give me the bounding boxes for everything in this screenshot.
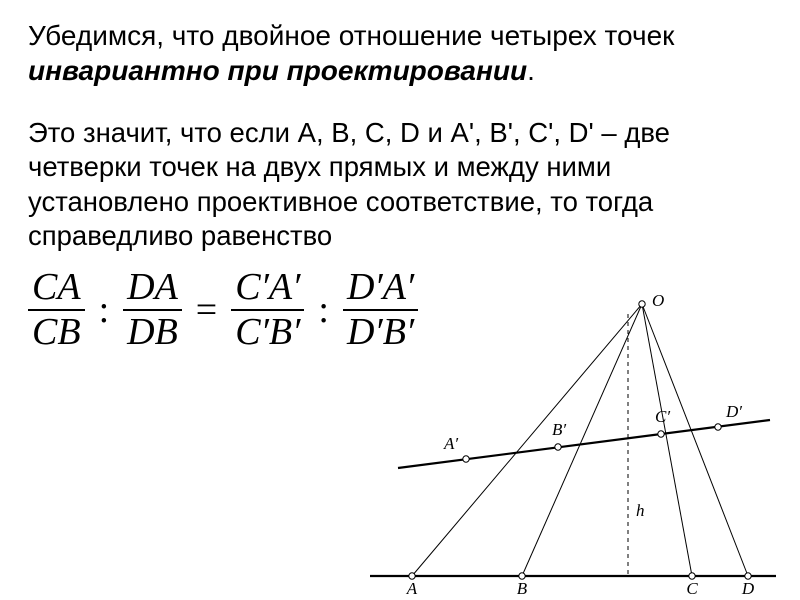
frac2-den: DB (123, 313, 182, 353)
svg-text:B: B (517, 579, 528, 596)
paragraph-1: Убедимся, что двойное отношение четырех … (28, 18, 772, 88)
equals-op: = (194, 288, 219, 332)
svg-text:C: C (686, 579, 698, 596)
frac1-num: CA (28, 268, 85, 308)
svg-text:A′: A′ (443, 434, 458, 453)
para1-part1: Убедимся, что двойное отношение четырех … (28, 20, 674, 51)
svg-text:D′: D′ (725, 402, 742, 421)
frac1-den: CB (28, 313, 85, 353)
fraction-1: CA CB (28, 268, 85, 354)
paragraph-2: Это значит, что если A, B, C, D и A', B'… (28, 116, 772, 254)
fraction-3: C′A′ C′B′ (231, 268, 304, 354)
svg-text:C′: C′ (655, 407, 670, 426)
ratio-op-2: : (316, 288, 331, 332)
para1-emph: инвариантно при проектировании (28, 55, 527, 86)
frac2-num: DA (123, 268, 182, 308)
ratio-op-1: : (97, 288, 112, 332)
projective-diagram: O A B C D A′ B′ C′ D′ h (350, 286, 780, 596)
svg-text:B′: B′ (552, 420, 566, 439)
svg-text:O: O (652, 291, 664, 310)
svg-text:A: A (406, 579, 418, 596)
frac3-num: C′A′ (231, 268, 304, 308)
fraction-2: DA DB (123, 268, 182, 354)
svg-text:h: h (636, 501, 645, 520)
frac3-den: C′B′ (231, 313, 304, 353)
para1-part2: . (527, 55, 535, 86)
svg-text:D: D (741, 579, 755, 596)
